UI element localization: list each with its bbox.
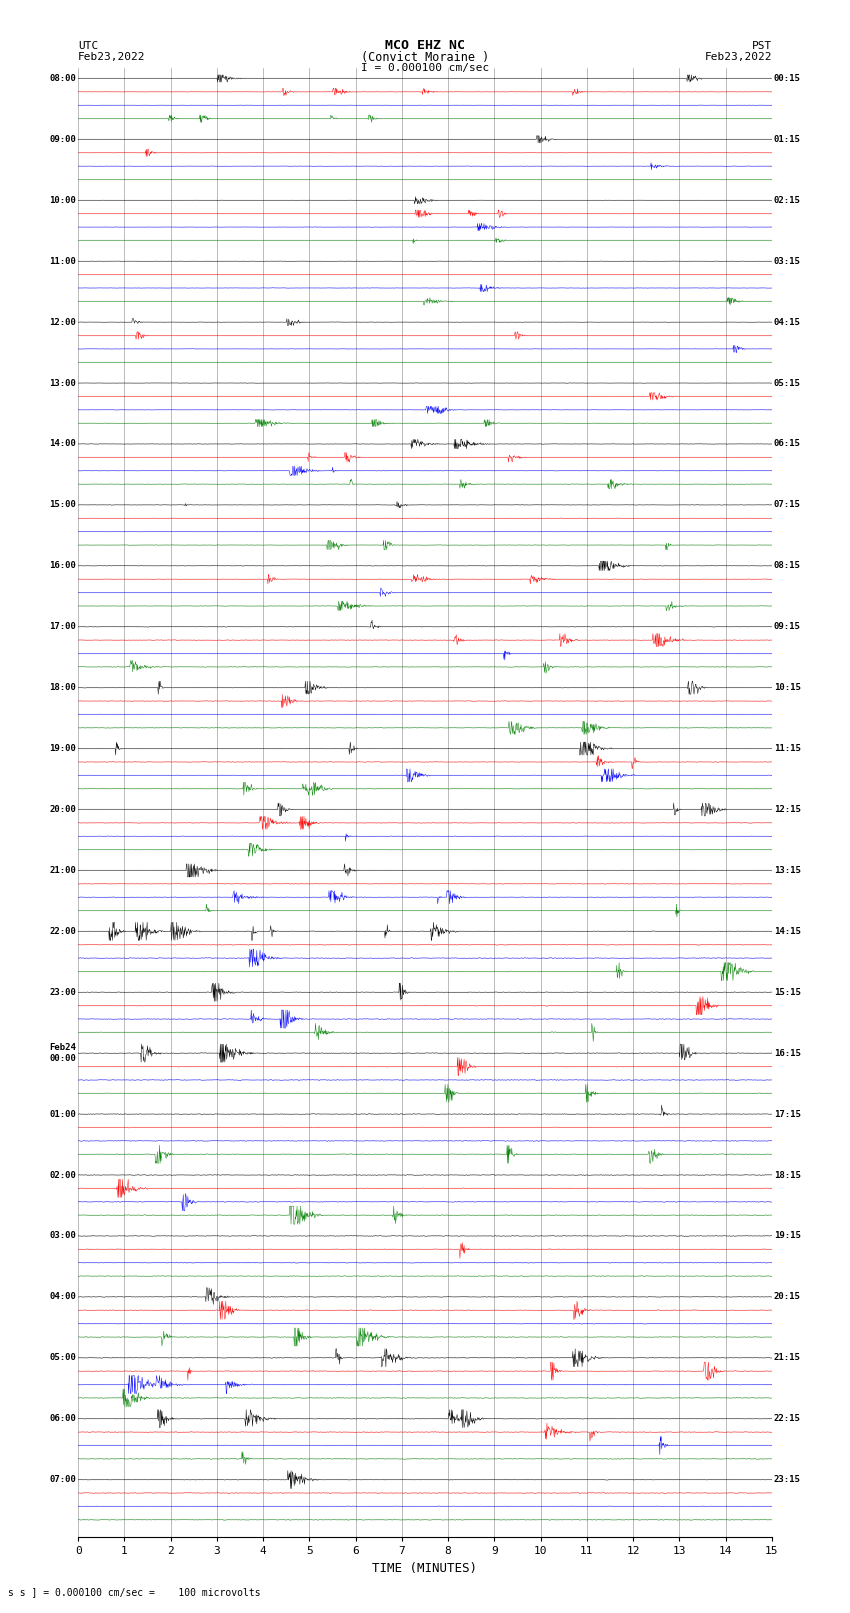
Text: 19:15: 19:15 [774,1231,801,1240]
Text: 05:15: 05:15 [774,379,801,387]
Text: 10:00: 10:00 [49,195,76,205]
Text: PST: PST [751,40,772,52]
Text: 18:15: 18:15 [774,1171,801,1179]
Text: 17:00: 17:00 [49,623,76,631]
Text: 10:15: 10:15 [774,684,801,692]
Text: 18:00: 18:00 [49,684,76,692]
X-axis label: TIME (MINUTES): TIME (MINUTES) [372,1561,478,1574]
Text: 08:15: 08:15 [774,561,801,571]
Text: 22:15: 22:15 [774,1415,801,1423]
Text: 11:00: 11:00 [49,256,76,266]
Text: 02:15: 02:15 [774,195,801,205]
Text: Feb23,2022: Feb23,2022 [705,52,772,63]
Text: 14:00: 14:00 [49,439,76,448]
Text: 14:15: 14:15 [774,927,801,936]
Text: 04:00: 04:00 [49,1292,76,1302]
Text: I = 0.000100 cm/sec: I = 0.000100 cm/sec [361,63,489,73]
Text: 21:00: 21:00 [49,866,76,874]
Text: 16:15: 16:15 [774,1048,801,1058]
Text: Feb24
00:00: Feb24 00:00 [49,1044,76,1063]
Text: 02:00: 02:00 [49,1171,76,1179]
Text: 08:00: 08:00 [49,74,76,82]
Text: 01:00: 01:00 [49,1110,76,1118]
Text: 05:00: 05:00 [49,1353,76,1363]
Text: 22:00: 22:00 [49,927,76,936]
Text: 07:15: 07:15 [774,500,801,510]
Text: 15:15: 15:15 [774,987,801,997]
Text: 19:00: 19:00 [49,744,76,753]
Text: Feb23,2022: Feb23,2022 [78,52,145,63]
Text: 13:00: 13:00 [49,379,76,387]
Text: 09:00: 09:00 [49,135,76,144]
Text: 12:15: 12:15 [774,805,801,815]
Text: 04:15: 04:15 [774,318,801,327]
Text: 17:15: 17:15 [774,1110,801,1118]
Text: 20:15: 20:15 [774,1292,801,1302]
Text: s s ] = 0.000100 cm/sec =    100 microvolts: s s ] = 0.000100 cm/sec = 100 microvolts [8,1587,261,1597]
Text: 03:15: 03:15 [774,256,801,266]
Text: 09:15: 09:15 [774,623,801,631]
Text: 23:15: 23:15 [774,1476,801,1484]
Text: (Convict Moraine ): (Convict Moraine ) [361,50,489,65]
Text: 11:15: 11:15 [774,744,801,753]
Text: 00:15: 00:15 [774,74,801,82]
Text: 20:00: 20:00 [49,805,76,815]
Text: 13:15: 13:15 [774,866,801,874]
Text: 06:00: 06:00 [49,1415,76,1423]
Text: 16:00: 16:00 [49,561,76,571]
Text: 01:15: 01:15 [774,135,801,144]
Text: 07:00: 07:00 [49,1476,76,1484]
Text: 06:15: 06:15 [774,439,801,448]
Text: 21:15: 21:15 [774,1353,801,1363]
Text: 15:00: 15:00 [49,500,76,510]
Text: UTC: UTC [78,40,99,52]
Text: 23:00: 23:00 [49,987,76,997]
Text: 12:00: 12:00 [49,318,76,327]
Text: MCO EHZ NC: MCO EHZ NC [385,39,465,53]
Text: 03:00: 03:00 [49,1231,76,1240]
